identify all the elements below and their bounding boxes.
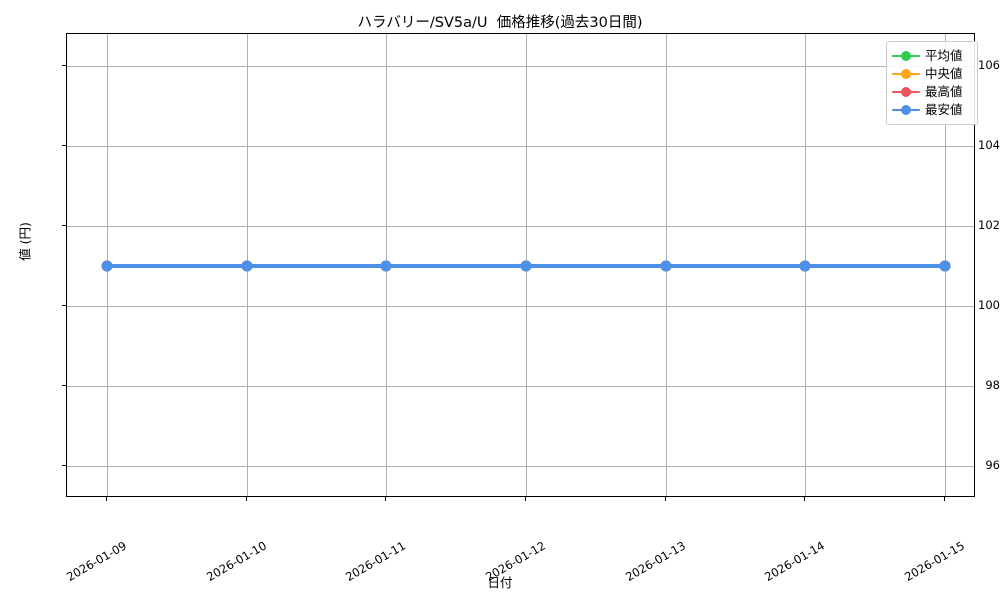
y-axis-tick-label: 100 xyxy=(978,298,1000,312)
y-axis-tick xyxy=(62,465,66,467)
series-line-segment xyxy=(665,264,806,268)
gridline-horizontal xyxy=(67,66,974,67)
legend-item[interactable]: 中央値 xyxy=(892,65,971,83)
legend-item[interactable]: 平均値 xyxy=(892,47,971,65)
data-point-marker xyxy=(520,260,532,272)
series-line-segment xyxy=(246,264,387,268)
y-axis-tick-label: 102 xyxy=(978,218,1000,232)
legend-marker-icon xyxy=(892,87,920,98)
legend-marker-icon xyxy=(892,51,920,62)
legend-item[interactable]: 最高値 xyxy=(892,83,971,101)
data-point-marker xyxy=(101,260,113,272)
x-axis-tick xyxy=(664,497,666,501)
legend-item[interactable]: 最安値 xyxy=(892,101,971,119)
legend-label: 最高値 xyxy=(925,83,963,99)
gridline-horizontal xyxy=(67,146,974,147)
y-axis-tick-label: 98 xyxy=(985,378,1000,392)
series-line-segment xyxy=(107,264,247,268)
y-axis-label: 値 (円) xyxy=(17,222,33,261)
x-axis-tick xyxy=(106,497,108,501)
chart-legend: 平均値中央値最高値最安値 xyxy=(886,41,978,125)
x-axis-tick xyxy=(525,497,527,501)
y-axis-tick-label: 104 xyxy=(978,138,1000,152)
y-axis-tick xyxy=(62,65,66,67)
x-axis-tick xyxy=(804,497,806,501)
data-point-marker xyxy=(799,260,811,272)
x-axis-tick-label: 2026-01-14 xyxy=(762,505,885,584)
gridline-horizontal xyxy=(67,466,974,467)
x-axis-tick xyxy=(944,497,946,501)
legend-label: 中央値 xyxy=(925,65,963,81)
plot-area xyxy=(66,33,975,497)
y-axis-tick-label: 106 xyxy=(978,58,1000,72)
data-point-marker xyxy=(939,260,951,272)
chart-title: ハラバリー/SV5a/U 価格推移(過去30日間) xyxy=(357,15,643,31)
x-axis-tick xyxy=(385,497,387,501)
legend-marker-icon xyxy=(892,69,920,80)
y-axis-tick-label: 96 xyxy=(985,458,1000,472)
x-axis-label: 日付 xyxy=(487,575,513,590)
y-axis-tick xyxy=(62,305,66,307)
x-axis-tick xyxy=(245,497,247,501)
legend-label: 平均値 xyxy=(925,47,963,63)
legend-label: 最安値 xyxy=(925,101,963,117)
legend-marker-icon xyxy=(892,105,920,116)
x-axis-tick-label: 2026-01-09 xyxy=(64,505,187,584)
gridline-horizontal xyxy=(67,386,974,387)
data-point-marker xyxy=(241,260,253,272)
x-axis-tick-label: 2026-01-13 xyxy=(623,505,746,584)
x-axis-tick-label: 2026-01-11 xyxy=(343,505,466,584)
y-axis-tick xyxy=(62,145,66,147)
series-line-segment xyxy=(386,264,526,268)
series-最安値 xyxy=(67,34,974,496)
series-line-segment xyxy=(526,264,666,268)
y-axis-tick xyxy=(62,225,66,227)
data-point-marker xyxy=(380,260,392,272)
x-axis-tick-label: 2026-01-10 xyxy=(204,505,327,584)
gridline-horizontal xyxy=(67,306,974,307)
x-axis-tick-label: 2026-01-15 xyxy=(902,505,1000,584)
gridline-horizontal xyxy=(67,226,974,227)
data-point-marker xyxy=(660,260,672,272)
series-line-segment xyxy=(805,264,945,268)
x-axis-tick-label: 2026-01-12 xyxy=(483,505,606,584)
y-axis-tick xyxy=(62,385,66,387)
